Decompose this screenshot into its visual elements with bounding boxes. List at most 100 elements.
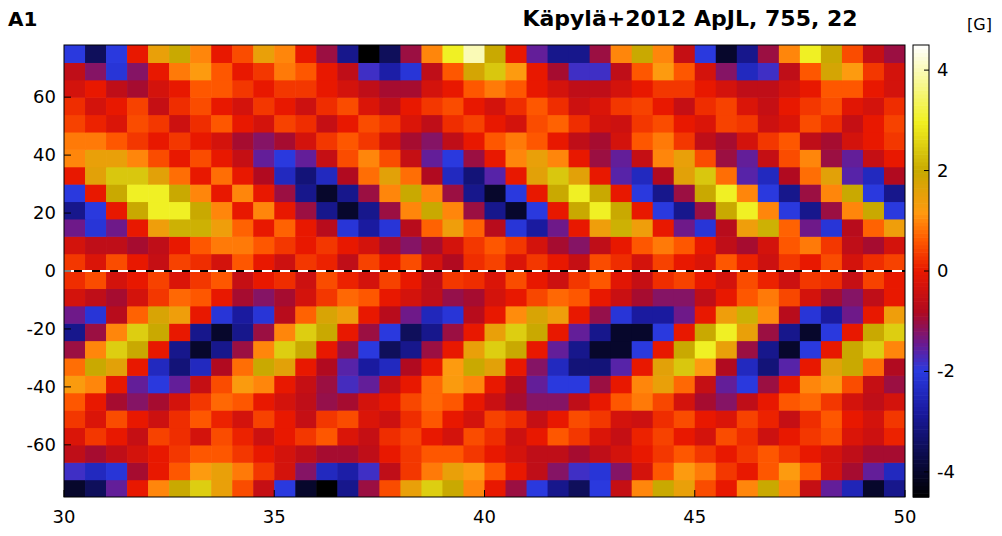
heatmap-cell [148, 341, 170, 359]
heatmap-cell [274, 201, 296, 219]
heatmap-cell [884, 45, 905, 63]
heatmap-cell [85, 427, 107, 445]
heatmap-cell [337, 149, 359, 167]
heatmap-cell [379, 62, 401, 80]
heatmap-cell [316, 462, 338, 480]
heatmap-cell [169, 462, 191, 480]
heatmap-cell [232, 254, 254, 272]
heatmap-cell [632, 271, 654, 289]
heatmap-cell [169, 254, 191, 272]
heatmap-cell [653, 132, 675, 150]
heatmap-cell [632, 219, 654, 237]
heatmap-cell [253, 358, 275, 376]
colorbar-strip [913, 203, 929, 207]
heatmap-cell [85, 254, 107, 272]
heatmap-cell [653, 323, 675, 341]
heatmap-cell [190, 427, 212, 445]
heatmap-cell [800, 288, 822, 306]
heatmap-cell [800, 62, 822, 80]
heatmap-cell [779, 132, 801, 150]
heatmap-cell [548, 149, 570, 167]
heatmap-cell [421, 427, 443, 445]
heatmap-cell [695, 62, 717, 80]
heatmap-cell [316, 167, 338, 185]
heatmap-cell [821, 427, 843, 445]
heatmap-cell [274, 236, 296, 254]
heatmap-cell [632, 306, 654, 324]
heatmap-cell [737, 393, 759, 411]
heatmap-cell [590, 132, 612, 150]
heatmap-cell [148, 236, 170, 254]
heatmap-cell [632, 288, 654, 306]
heatmap-cell [85, 80, 107, 98]
heatmap-cell [274, 184, 296, 202]
heatmap-cell [590, 80, 612, 98]
heatmap-cell [379, 254, 401, 272]
heatmap-cell [674, 184, 696, 202]
heatmap-cell [211, 323, 233, 341]
heatmap-cell [463, 97, 485, 115]
equator-dash [64, 270, 905, 272]
heatmap-cell [232, 480, 254, 497]
equator-line [64, 270, 905, 272]
heatmap-cell [274, 97, 296, 115]
colorbar-strip [913, 207, 929, 211]
heatmap-cell [148, 375, 170, 393]
heatmap-cell [358, 201, 380, 219]
colorbar-strip [913, 117, 929, 121]
heatmap-cell [800, 306, 822, 324]
colorbar-tick [924, 471, 929, 472]
heatmap-cell [211, 254, 233, 272]
heatmap-cell [148, 80, 170, 98]
heatmap-cell [463, 462, 485, 480]
heatmap-cell [863, 236, 885, 254]
heatmap-cell [127, 306, 149, 324]
heatmap-cell [274, 254, 296, 272]
heatmap-cell [590, 45, 612, 63]
heatmap-cell [463, 271, 485, 289]
heatmap-cell [463, 254, 485, 272]
heatmap-cell [463, 445, 485, 463]
heatmap-cell [653, 288, 675, 306]
heatmap-cell [442, 62, 464, 80]
heatmap-cell [527, 288, 549, 306]
heatmap-cell [337, 97, 359, 115]
heatmap-cell [485, 480, 507, 497]
heatmap-cell [800, 254, 822, 272]
heatmap-cell [463, 236, 485, 254]
heatmap-cell [106, 462, 128, 480]
heatmap-cell [337, 462, 359, 480]
heatmap-cell [569, 306, 591, 324]
colorbar-strip [913, 230, 929, 234]
heatmap-cell [863, 184, 885, 202]
heatmap-cell [842, 393, 864, 411]
colorbar-strip [913, 256, 929, 260]
heatmap-cell [758, 132, 780, 150]
colorbar-tick-label: 0 [937, 260, 948, 281]
heatmap-cell [842, 149, 864, 167]
heatmap-cell [695, 323, 717, 341]
heatmap-cell [442, 132, 464, 150]
heatmap-cell [64, 341, 86, 359]
heatmap-cell [758, 97, 780, 115]
heatmap-cell [211, 62, 233, 80]
heatmap-cell [64, 427, 86, 445]
heatmap-cell [506, 288, 528, 306]
heatmap-cell [379, 462, 401, 480]
heatmap-cell [400, 306, 422, 324]
heatmap-cell [737, 62, 759, 80]
heatmap-cell [400, 427, 422, 445]
heatmap-cell [64, 358, 86, 376]
heatmap-cell [779, 306, 801, 324]
heatmap-cell [316, 323, 338, 341]
heatmap-cell [716, 358, 738, 376]
heatmap-cell [64, 80, 86, 98]
colorbar-strip [913, 98, 929, 102]
heatmap-cell [548, 288, 570, 306]
heatmap-cell [127, 445, 149, 463]
heatmap-cell [695, 97, 717, 115]
heatmap-cell [211, 358, 233, 376]
heatmap-cell [421, 375, 443, 393]
heatmap-cell [527, 375, 549, 393]
heatmap-cell [611, 271, 633, 289]
